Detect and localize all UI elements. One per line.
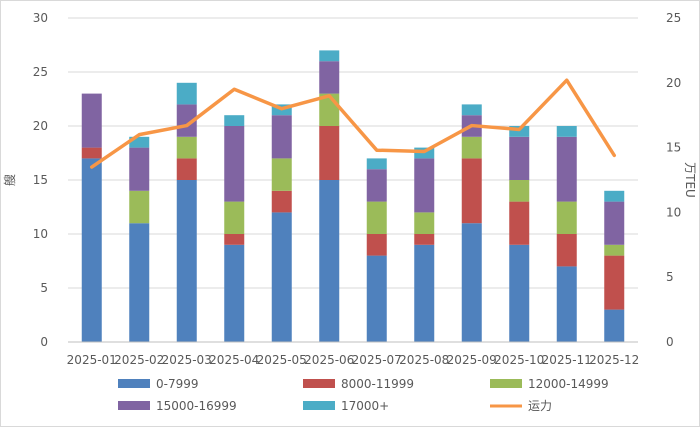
x-tick-label: 2025-03: [162, 353, 212, 367]
bar-segment: [509, 180, 530, 202]
bar-segment: [509, 136, 530, 180]
y-right-tick-label: 15: [666, 141, 681, 155]
bar-segment: [271, 190, 292, 213]
legend-swatch: [118, 379, 150, 388]
legend-label: 8000-11999: [341, 377, 414, 391]
x-tick-label: 2025-08: [399, 353, 449, 367]
bar-segment: [366, 201, 387, 234]
legend-label: 17000+: [341, 399, 389, 413]
bar-segment: [176, 136, 197, 159]
bar-segment: [176, 180, 197, 342]
y-left-tick-label: 0: [40, 335, 48, 349]
bar-segment: [224, 234, 245, 245]
x-tick-label: 2025-05: [257, 353, 307, 367]
bar-segment: [414, 158, 435, 213]
bar-segment: [414, 212, 435, 234]
bar-segment: [271, 212, 292, 342]
bar-segment: [604, 244, 625, 256]
y-right-tick-label: 5: [666, 270, 674, 284]
y-left-tick-label: 30: [33, 11, 48, 25]
x-tick-label: 2025-01: [67, 353, 117, 367]
bar-segment: [319, 180, 340, 342]
x-tick-label: 2025-04: [209, 353, 259, 367]
legend-swatch: [303, 379, 335, 388]
x-tick-label: 2025-09: [447, 353, 497, 367]
bar-segment: [366, 234, 387, 256]
bar-segment: [556, 234, 577, 267]
bar-segment: [129, 190, 150, 224]
bar-segment: [81, 158, 102, 342]
x-tick-label: 2025-10: [494, 353, 544, 367]
bar-segment: [509, 244, 530, 342]
bar-segment: [129, 147, 150, 191]
x-tick-label: 2025-12: [589, 353, 639, 367]
bar-segment: [129, 223, 150, 342]
bar-segment: [604, 255, 625, 310]
bar-segment: [81, 147, 102, 159]
bar-segment: [319, 50, 340, 62]
bar-segment: [366, 158, 387, 170]
bar-segment: [414, 244, 435, 342]
legend-label: 12000-14999: [528, 377, 609, 391]
bar-segment: [556, 136, 577, 202]
bar-segment: [176, 82, 197, 105]
y-axis-left-title: 艘: [2, 174, 17, 186]
bar-segment: [604, 309, 625, 342]
bar-segment: [224, 201, 245, 234]
bar-segment: [271, 115, 292, 159]
bar-series: [81, 50, 625, 342]
legend-swatch: [118, 401, 150, 410]
bar-segment: [319, 61, 340, 94]
bar-segment: [604, 201, 625, 245]
bar-segment: [129, 136, 150, 148]
legend-swatch: [490, 379, 522, 388]
legend: 0-7999 8000-11999 12000-14999 15000-16999 17…: [118, 377, 609, 413]
x-tick-label: 2025-11: [542, 353, 592, 367]
bar-segment: [224, 115, 245, 126]
bar-segment: [461, 104, 482, 116]
bar-segment: [461, 223, 482, 342]
bar-segment: [224, 244, 245, 342]
bar-segment: [509, 126, 530, 137]
bar-segment: [556, 126, 577, 137]
bar-segment: [81, 93, 102, 148]
bar-segment: [224, 126, 245, 202]
axes: 05101520253005101520252025-012025-022025…: [33, 11, 682, 367]
x-tick-label: 2025-02: [114, 353, 164, 367]
bar-segment: [176, 158, 197, 180]
bar-segment: [366, 169, 387, 202]
y-left-tick-label: 5: [40, 281, 48, 295]
bar-segment: [509, 201, 530, 245]
y-left-tick-label: 25: [33, 65, 48, 79]
bar-segment: [414, 234, 435, 245]
y-left-tick-label: 15: [33, 173, 48, 187]
bar-segment: [271, 158, 292, 191]
bar-segment: [461, 158, 482, 224]
y-right-tick-label: 0: [666, 335, 674, 349]
bar-segment: [176, 104, 197, 137]
y-axis-right-title: 万TEU: [683, 162, 697, 198]
bar-segment: [366, 255, 387, 342]
x-tick-label: 2025-06: [304, 353, 354, 367]
y-right-tick-label: 25: [666, 11, 681, 25]
legend-swatch: [303, 401, 335, 410]
bar-segment: [556, 266, 577, 342]
legend-label: 15000-16999: [156, 399, 237, 413]
legend-label: 0-7999: [156, 377, 199, 391]
y-right-tick-label: 20: [666, 76, 681, 90]
line-series: [90, 78, 616, 169]
y-left-tick-label: 10: [33, 227, 48, 241]
y-right-tick-label: 10: [666, 205, 681, 219]
legend-label: 运力: [528, 399, 552, 413]
x-tick-label: 2025-07: [352, 353, 402, 367]
bar-segment: [604, 190, 625, 202]
y-left-tick-label: 20: [33, 119, 48, 133]
bar-segment: [461, 136, 482, 159]
line-capacity: [90, 78, 616, 169]
bar-segment: [556, 201, 577, 234]
bar-segment: [319, 126, 340, 180]
